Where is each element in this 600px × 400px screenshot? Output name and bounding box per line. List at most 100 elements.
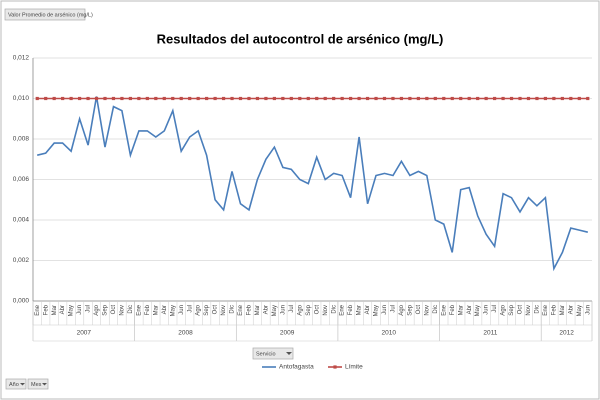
series-marker xyxy=(416,96,420,101)
x-tick-label: Jul xyxy=(187,305,193,313)
series-marker xyxy=(450,96,454,101)
legend-label: Límite xyxy=(345,364,363,371)
group-label: 2007 xyxy=(77,330,92,337)
series-marker xyxy=(315,96,319,101)
series-marker xyxy=(349,96,353,101)
series-marker xyxy=(399,96,404,101)
series-marker xyxy=(374,96,378,101)
x-tick-label: Ago xyxy=(399,304,405,315)
group-label: 2010 xyxy=(381,330,396,337)
x-tick-label: Ene xyxy=(543,304,549,315)
x-tick-label: Abr xyxy=(263,305,269,314)
x-tick-label: Mar xyxy=(153,305,159,315)
x-tick-label: Dic xyxy=(331,305,337,314)
series-marker xyxy=(298,96,302,101)
x-tick-label: Oct xyxy=(111,305,117,315)
x-tick-label: Abr xyxy=(467,305,473,314)
series-marker xyxy=(543,96,548,101)
series-marker xyxy=(188,96,192,101)
x-tick-label: Jun xyxy=(77,305,83,315)
x-tick-label: May xyxy=(170,305,176,316)
x-tick-label: May xyxy=(374,305,380,316)
series-marker xyxy=(569,96,573,101)
x-tick-label: Jul xyxy=(391,305,397,313)
x-tick-label: Dic xyxy=(128,305,134,314)
x-tick-label: Mar xyxy=(458,305,464,315)
series-marker xyxy=(425,96,429,101)
x-tick-label: Abr xyxy=(568,305,574,314)
x-tick-label: Sep xyxy=(103,304,109,315)
x-tick-label: May xyxy=(272,305,278,316)
x-tick-label: Sep xyxy=(204,304,210,315)
x-tick-label: Oct xyxy=(518,305,524,315)
x-tick-label: Mar xyxy=(52,305,58,315)
legend-field-label: Servicio xyxy=(256,351,276,357)
x-tick-label: Abr xyxy=(60,305,66,314)
x-tick-label: Sep xyxy=(306,304,312,315)
series-marker xyxy=(145,96,149,101)
series-marker xyxy=(230,96,234,101)
value-field-label: Valor Promedio de arsénico (mg/L) xyxy=(8,12,93,18)
legend-marker xyxy=(333,365,337,369)
x-tick-label: Ago xyxy=(297,304,303,315)
x-tick-label: Feb xyxy=(247,304,253,315)
x-tick-label: Feb xyxy=(551,304,557,315)
dropdown-arrow xyxy=(20,383,25,386)
filter-button[interactable] xyxy=(5,378,27,390)
y-tick-label: 0,012 xyxy=(13,55,30,62)
series-marker xyxy=(69,96,73,101)
series-marker xyxy=(467,96,471,101)
series-marker xyxy=(77,96,82,101)
x-tick-label: Mar xyxy=(255,305,261,315)
series-line xyxy=(37,96,588,272)
series-marker xyxy=(442,96,446,101)
series-marker xyxy=(552,96,556,101)
series-marker xyxy=(577,96,581,101)
x-tick-label: Nov xyxy=(526,305,532,316)
x-tick-label: Abr xyxy=(365,305,371,314)
x-tick-label: Ago xyxy=(94,304,100,315)
x-tick-label: Jun xyxy=(382,305,388,315)
series-marker xyxy=(586,96,590,101)
series-marker xyxy=(560,96,564,101)
series-marker xyxy=(289,96,293,101)
x-tick-label: Ene xyxy=(238,304,244,315)
x-tick-label: Jun xyxy=(179,305,185,315)
filter-label: Mes xyxy=(31,382,42,388)
series-marker xyxy=(340,96,344,101)
series-marker xyxy=(281,96,285,101)
x-tick-label: Ene xyxy=(340,304,346,315)
series-marker xyxy=(52,96,56,101)
x-tick-label: May xyxy=(577,305,583,316)
x-tick-label: Nov xyxy=(221,305,227,316)
filter-button[interactable] xyxy=(27,378,49,390)
series-marker xyxy=(501,96,505,101)
x-tick-label: Dic xyxy=(535,305,541,314)
y-tick-label: 0,008 xyxy=(13,136,30,143)
x-tick-label: Jun xyxy=(585,305,591,315)
x-tick-label: Jun xyxy=(280,305,286,315)
x-tick-label: Oct xyxy=(416,305,422,315)
legend-label: Antofagasta xyxy=(279,364,314,371)
series-marker xyxy=(238,96,243,101)
filter-label: Año xyxy=(9,382,19,388)
x-tick-label: Nov xyxy=(424,305,430,316)
x-tick-label: Abr xyxy=(162,305,168,314)
series-marker xyxy=(272,96,276,101)
series-marker xyxy=(171,96,175,101)
series-marker xyxy=(357,96,361,101)
y-tick-label: 0,004 xyxy=(13,217,30,224)
series-marker xyxy=(264,96,268,101)
series-marker xyxy=(492,96,497,101)
series-marker xyxy=(213,96,217,101)
series-marker xyxy=(162,96,166,101)
legend-field-button[interactable] xyxy=(252,347,294,360)
series-marker xyxy=(535,96,539,101)
series-marker xyxy=(247,96,251,101)
x-tick-label: May xyxy=(69,305,75,316)
value-field-button[interactable] xyxy=(4,8,86,21)
series-marker xyxy=(332,96,336,101)
series-marker xyxy=(476,96,480,101)
